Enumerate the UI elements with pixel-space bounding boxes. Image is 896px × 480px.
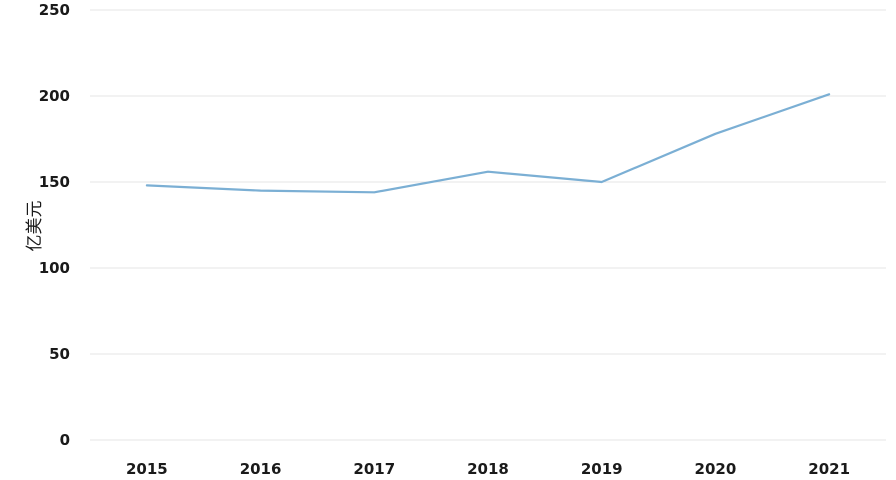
y-tick-label: 250 xyxy=(39,1,70,19)
y-axis-title: 亿美元 xyxy=(25,201,45,252)
x-tick-label: 2019 xyxy=(581,460,623,478)
x-axis-ticks: 2015 2016 2017 2018 2019 2020 2021 xyxy=(126,460,850,478)
x-tick-label: 2015 xyxy=(126,460,168,478)
x-tick-label: 2017 xyxy=(353,460,395,478)
x-tick-label: 2020 xyxy=(695,460,737,478)
gridlines xyxy=(90,9,886,441)
x-tick-label: 2021 xyxy=(808,460,850,478)
y-tick-label: 200 xyxy=(39,87,70,105)
y-axis-ticks: 0 50 100 150 200 250 xyxy=(39,1,70,449)
series-layer xyxy=(145,93,831,194)
y-tick-label: 50 xyxy=(49,345,70,363)
y-tick-label: 100 xyxy=(39,259,70,277)
y-tick-label: 150 xyxy=(39,173,70,191)
series-line xyxy=(145,93,831,194)
y-tick-label: 0 xyxy=(60,431,70,449)
x-tick-label: 2018 xyxy=(467,460,509,478)
x-tick-label: 2016 xyxy=(240,460,282,478)
